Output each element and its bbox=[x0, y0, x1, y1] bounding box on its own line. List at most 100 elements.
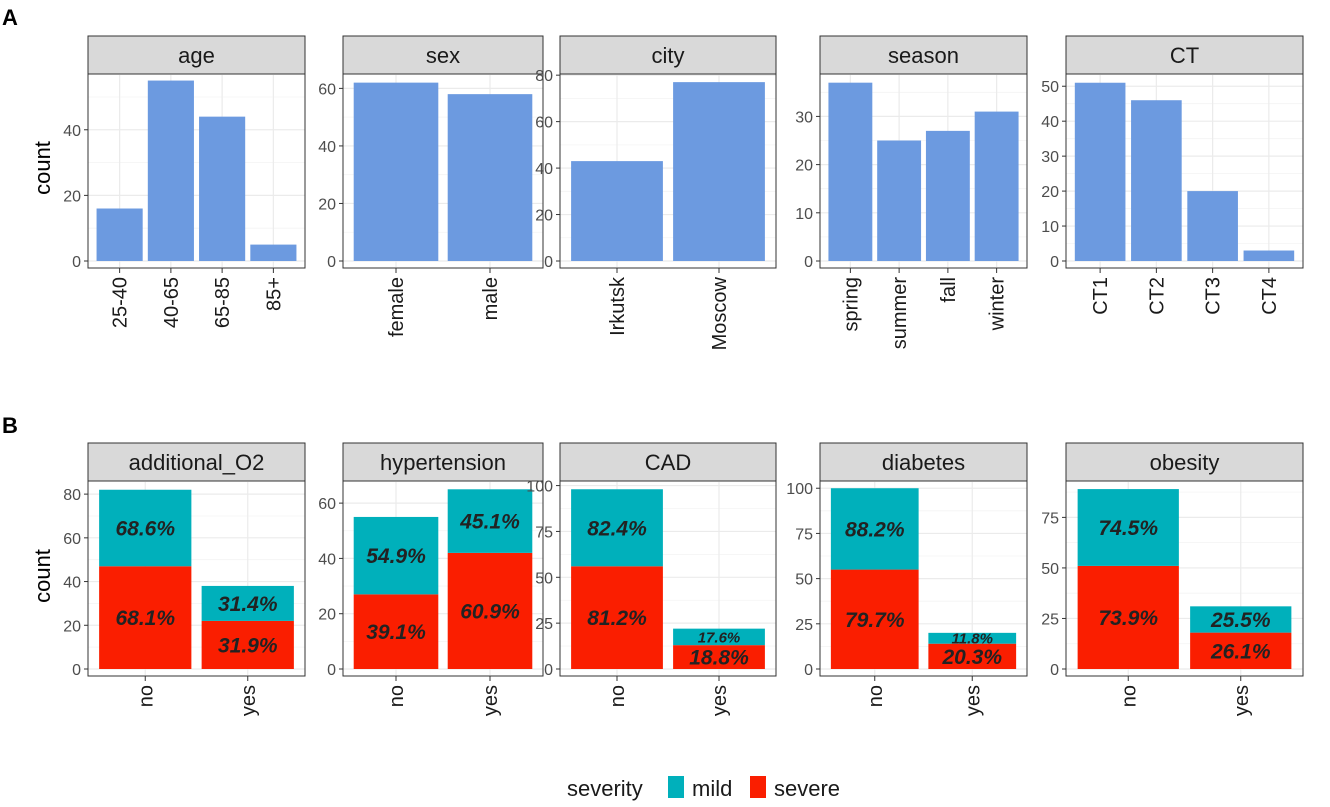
rb-cad-label-mild-no: 82.4% bbox=[587, 517, 647, 540]
ra-city-bar-irkutsk bbox=[571, 161, 663, 261]
rb-hypertension-ytick-label: 40 bbox=[318, 551, 336, 568]
ra-ct-xtick-label-ct3: CT3 bbox=[1203, 277, 1225, 315]
ra-ct-xtick-label-ct4: CT4 bbox=[1259, 277, 1281, 315]
rb-hypertension-xtick-label-no: no bbox=[386, 685, 408, 707]
rb-cad-ytick-label: 0 bbox=[544, 662, 553, 679]
ra-sex-bar-female bbox=[353, 82, 439, 261]
rb-additional-o2-bar-mild-yes bbox=[201, 585, 294, 621]
rb-diabetes-xtick-label-yes: yes bbox=[962, 685, 984, 716]
ra-city-xtick-label-moscow: Moscow bbox=[709, 276, 731, 350]
rb-obesity-label-mild-no: 74.5% bbox=[1098, 517, 1158, 540]
ra-city-bar-moscow bbox=[673, 82, 765, 261]
rb-diabetes-label-mild-no: 88.2% bbox=[845, 518, 905, 541]
ra-age-xtick-label-25-40: 25-40 bbox=[110, 277, 132, 328]
ra-season-bar-winter bbox=[974, 111, 1019, 262]
rb-cad-bar-mild-no bbox=[571, 489, 663, 567]
ra-city-ytick-label: 20 bbox=[535, 208, 553, 225]
rb-additional-o2-ytick-label: 0 bbox=[72, 662, 81, 679]
ra-age-bar-65-85 bbox=[199, 116, 246, 261]
rb-diabetes-bar-severe-yes bbox=[928, 643, 1017, 669]
rb-additional-o2-ytick-label: 20 bbox=[63, 618, 81, 635]
rb-diabetes-ytick-label: 50 bbox=[795, 572, 813, 589]
ra-sex-strip-title: sex bbox=[426, 43, 460, 68]
rb-additional-o2-ytick-label: 40 bbox=[63, 575, 81, 592]
rb-cad-bar-severe-yes bbox=[673, 645, 765, 669]
ra-season-panel: season 0 10 20 30 spring summer fall winter bbox=[795, 35, 1028, 350]
rb-diabetes-label-mild-yes: 11.8% bbox=[952, 631, 993, 648]
ra-ct-bar-ct3 bbox=[1187, 191, 1238, 261]
rb-additional-o2-ytick-label: 60 bbox=[63, 531, 81, 548]
rb-cad-label-severe-no: 81.2% bbox=[587, 607, 647, 630]
ra-age-xtick-label-40-65: 40-65 bbox=[161, 277, 183, 328]
ra-age-ytick-label: 40 bbox=[63, 123, 81, 140]
rb-hypertension-bar-severe-no bbox=[353, 594, 439, 669]
ra-ct-bar-ct1 bbox=[1074, 82, 1126, 262]
ra-city-ytick-label: 40 bbox=[535, 161, 553, 178]
rb-cad-strip-title: CAD bbox=[645, 450, 691, 475]
ra-ct-ytick-label: 40 bbox=[1041, 114, 1059, 131]
rb-cad-bar-mild-yes bbox=[673, 628, 765, 646]
rb-diabetes-bar-severe-no bbox=[830, 569, 919, 669]
ra-season-strip bbox=[819, 35, 1028, 75]
legend-label-mild: mild bbox=[692, 776, 732, 801]
ra-city-ytick-label: 60 bbox=[535, 115, 553, 132]
rb-obesity-strip-title: obesity bbox=[1150, 450, 1220, 475]
rb-diabetes-ytick-label: 25 bbox=[795, 617, 813, 634]
legend-key-mild bbox=[668, 776, 684, 798]
rb-additional-o2-ytick-label: 80 bbox=[63, 487, 81, 504]
rb-additional-o2-xtick-label-yes: yes bbox=[238, 685, 260, 716]
ra-age-bar-40-65 bbox=[147, 80, 194, 261]
rb-diabetes-strip-title: diabetes bbox=[882, 450, 965, 475]
ra-age-xtick-label-85: 85+ bbox=[263, 277, 285, 311]
ra-age-xtick-label-65-85: 65-85 bbox=[212, 277, 234, 328]
legend: severity mild severe bbox=[567, 776, 840, 801]
ra-ct-xtick-label-ct1: CT1 bbox=[1090, 277, 1112, 315]
ra-ct-panel: CT 0 10 20 30 40 50 CT1 CT2 CT3 CT4 bbox=[1041, 35, 1304, 315]
rb-obesity-label-mild-yes: 25.5% bbox=[1210, 609, 1271, 632]
ra-city-ytick-label: 0 bbox=[544, 254, 553, 271]
rb-hypertension-bar-mild-yes bbox=[447, 489, 533, 553]
rb-additional-o2-label-mild-no: 68.6% bbox=[115, 518, 175, 541]
rb-cad-xtick-label-yes: yes bbox=[709, 685, 731, 716]
ra-sex-ytick-label: 40 bbox=[318, 139, 336, 156]
ra-season-ytick-label: 30 bbox=[795, 109, 813, 126]
rb-diabetes-strip bbox=[819, 442, 1028, 482]
rb-obesity-ytick-label: 50 bbox=[1041, 561, 1059, 578]
rb-hypertension-bar-severe-yes bbox=[447, 552, 533, 669]
ra-sex-panel: sex 0 20 40 60 female male bbox=[318, 35, 544, 337]
ra-ct-xtick-label-ct2: CT2 bbox=[1146, 277, 1168, 315]
rb-hypertension-label-severe-yes: 60.9% bbox=[460, 601, 520, 624]
rb-diabetes-xtick-label-no: no bbox=[865, 685, 887, 707]
ra-city-panel: city 0 20 40 60 80 Irkutsk Moscow bbox=[535, 35, 777, 350]
rb-diabetes-ytick-label: 0 bbox=[804, 662, 813, 679]
ra-ct-ytick-label: 0 bbox=[1050, 254, 1059, 271]
rb-diabetes-bar-mild-yes bbox=[928, 632, 1017, 644]
ra-ct-ytick-label: 10 bbox=[1041, 219, 1059, 236]
rb-additional-o2-bar-mild-no bbox=[99, 489, 192, 567]
rb-obesity-bar-mild-yes bbox=[1190, 606, 1292, 633]
rb-hypertension-label-mild-yes: 45.1% bbox=[459, 511, 520, 534]
row-b-y-axis-label: count bbox=[30, 549, 55, 603]
rb-obesity-xtick-label-no: no bbox=[1118, 685, 1140, 707]
ra-sex-xtick-label-male: male bbox=[480, 277, 502, 320]
ra-season-xtick-label-winter: winter bbox=[987, 277, 1009, 332]
rb-cad-panel: CAD 0 25 50 75 100 82.4% 81.2% no 17.6%18.8% yes bbox=[526, 442, 777, 716]
ra-season-ytick-label: 20 bbox=[795, 158, 813, 175]
ra-city-strip bbox=[559, 35, 777, 75]
rb-additional-o2-bar-severe-no bbox=[99, 566, 192, 669]
ra-age-ytick-label: 20 bbox=[63, 188, 81, 205]
row-a-y-axis-label: count bbox=[30, 141, 55, 195]
ra-city-xtick-label-irkutsk: Irkutsk bbox=[607, 276, 629, 336]
rb-hypertension-panel: hypertension 0 20 40 60 54.9% 39.1% no 45.1% 60.9… bbox=[318, 442, 544, 716]
ra-season-bar-fall bbox=[925, 130, 970, 261]
rb-additional-o2-xtick-label-no: no bbox=[135, 685, 157, 707]
ra-season-ytick-label: 10 bbox=[795, 206, 813, 223]
ra-ct-strip-title: CT bbox=[1170, 43, 1199, 68]
ra-season-bar-summer bbox=[877, 140, 922, 261]
ra-season-xtick-label-fall: fall bbox=[938, 277, 960, 303]
rb-diabetes-ytick-label: 100 bbox=[786, 481, 813, 498]
ra-season-xtick-label-summer: summer bbox=[889, 277, 911, 350]
rb-hypertension-label-mild-no: 54.9% bbox=[366, 545, 426, 568]
rb-hypertension-strip-title: hypertension bbox=[380, 450, 506, 475]
